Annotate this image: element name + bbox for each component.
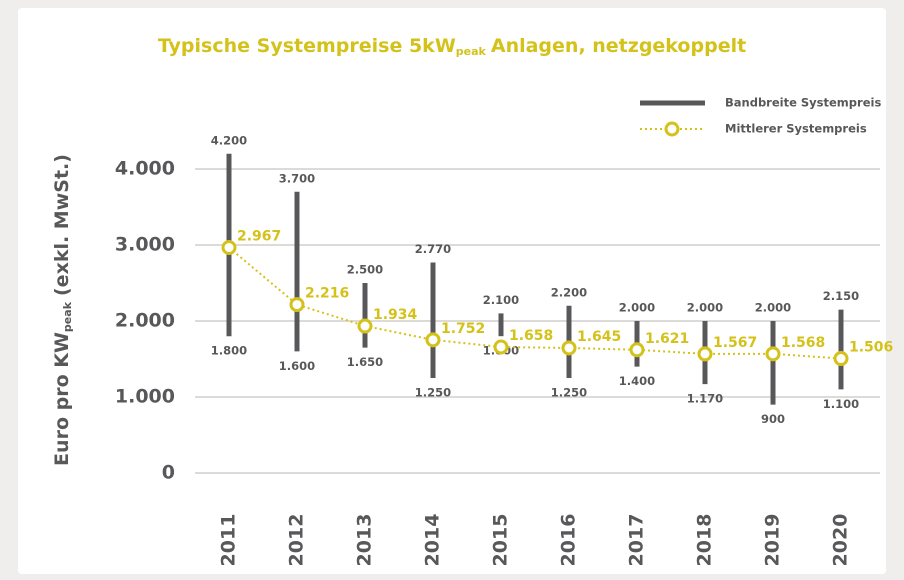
- x-tick-label: 2014: [422, 514, 444, 567]
- high-label: 2.000: [755, 301, 791, 315]
- chart-title: Typische Systempreise 5kWpeak Anlagen, ne…: [158, 35, 746, 59]
- legend-marker: [664, 121, 680, 137]
- y-label-main: Euro pro KW: [51, 332, 73, 466]
- high-label: 2.150: [823, 289, 859, 303]
- high-label: 4.200: [211, 133, 247, 147]
- y-tick-label: 3.000: [115, 234, 175, 256]
- low-label: 1.250: [551, 386, 587, 400]
- mean-label: 1.568: [781, 335, 825, 351]
- mean-marker: [697, 346, 713, 362]
- low-label: 1.400: [619, 374, 655, 388]
- mean-marker: [425, 332, 441, 348]
- y-tick-label: 2.000: [115, 310, 175, 332]
- low-label: 900: [761, 412, 785, 426]
- panel: [18, 8, 886, 574]
- legend-label: Bandbreite Systempreis: [725, 96, 881, 110]
- y-tick-label: 1.000: [115, 386, 175, 408]
- low-label: 1.100: [823, 397, 859, 411]
- high-label: 3.700: [279, 171, 315, 185]
- x-tick-label: 2019: [762, 514, 784, 567]
- low-label: 1.650: [347, 355, 383, 369]
- high-label: 2.000: [619, 301, 655, 315]
- x-tick-label: 2018: [694, 514, 716, 567]
- high-label: 2.770: [415, 242, 451, 256]
- mean-marker: [561, 340, 577, 356]
- mean-label: 1.567: [713, 335, 757, 351]
- mean-label: 1.934: [373, 307, 418, 323]
- y-label-sub: peak: [61, 301, 74, 332]
- y-tick-label: 4.000: [115, 158, 175, 180]
- y-label-rest: (exkl. MwSt.): [51, 154, 73, 296]
- mean-marker: [221, 240, 237, 256]
- x-tick-label: 2017: [626, 514, 648, 567]
- mean-marker: [765, 346, 781, 362]
- mean-label: 1.506: [849, 340, 893, 356]
- title-sub: peak: [456, 45, 487, 58]
- high-label: 2.100: [483, 293, 519, 307]
- low-label: 1.250: [415, 386, 451, 400]
- mean-label: 1.752: [441, 321, 485, 337]
- mean-marker: [833, 351, 849, 367]
- x-tick-label: 2015: [490, 514, 512, 567]
- x-tick-label: 2011: [218, 514, 240, 567]
- mean-marker: [357, 318, 373, 334]
- mean-label: 2.216: [305, 286, 349, 302]
- y-axis-label: Euro pro KWpeak (exkl. MwSt.): [51, 154, 75, 466]
- x-tick-label: 2020: [830, 514, 852, 567]
- low-label: 1.170: [687, 392, 723, 406]
- high-label: 2.500: [347, 263, 383, 277]
- mean-marker: [493, 339, 509, 355]
- mean-marker: [629, 342, 645, 358]
- title-rest: Anlagen, netzgekoppelt: [491, 35, 746, 57]
- low-label: 1.600: [279, 359, 315, 373]
- mean-line: [228, 246, 842, 360]
- legend-label: Mittlerer Systempreis: [725, 122, 867, 136]
- mean-label: 1.658: [509, 328, 553, 344]
- x-tick-label: 2016: [558, 514, 580, 567]
- low-label: 1.800: [211, 344, 247, 358]
- x-tick-label: 2013: [354, 514, 376, 567]
- mean-label: 2.967: [237, 229, 281, 245]
- mean-marker: [289, 297, 305, 313]
- high-label: 2.200: [551, 285, 587, 299]
- x-tick-label: 2012: [286, 514, 308, 567]
- high-label: 2.000: [687, 301, 723, 315]
- y-tick-label: 0: [162, 462, 175, 484]
- title-main: Typische Systempreise 5kW: [158, 35, 456, 57]
- mean-label: 1.645: [577, 329, 621, 345]
- mean-label: 1.621: [645, 331, 689, 347]
